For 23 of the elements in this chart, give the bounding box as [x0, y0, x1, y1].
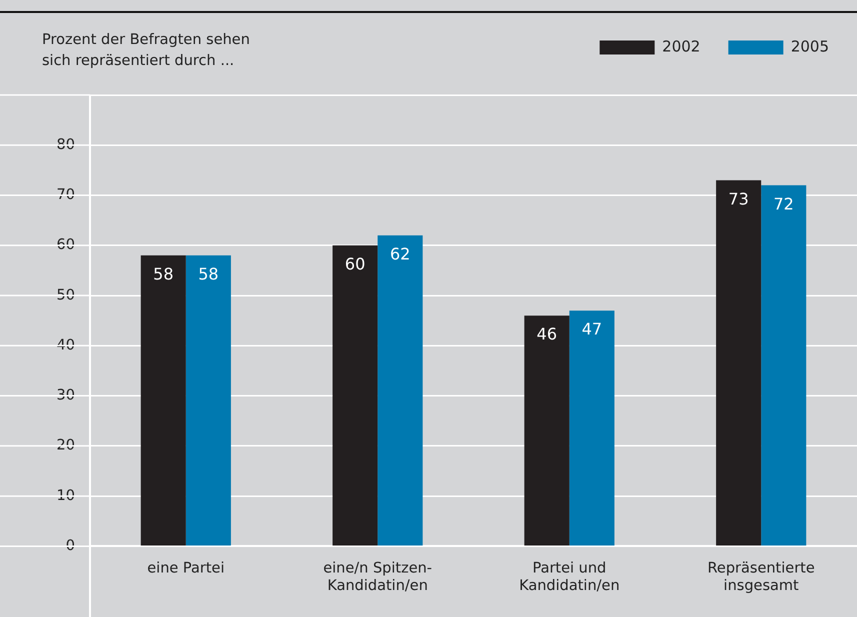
legend-label: 2005 — [790, 37, 830, 56]
data-label: 46 — [536, 324, 558, 344]
data-label: 58 — [153, 264, 174, 284]
bar — [378, 235, 423, 546]
x-tick-label: Repräsentierte insgesamt — [707, 560, 815, 594]
legend-label: 2002 — [662, 37, 700, 56]
bar — [716, 180, 762, 546]
bar — [186, 255, 231, 546]
data-label: 73 — [728, 189, 749, 208]
x-tick-label: Partei und Kandidatin/en — [519, 560, 620, 594]
data-label: 72 — [773, 194, 794, 214]
data-label: 58 — [198, 264, 219, 284]
x-tick-label: eine/n Spitzen-Kandidatin/en — [323, 560, 432, 594]
data-label: 47 — [582, 320, 602, 339]
data-label: 62 — [390, 244, 410, 264]
bar — [332, 245, 378, 546]
data-label: 60 — [344, 254, 366, 274]
bar — [761, 185, 806, 546]
bar — [524, 316, 570, 546]
bar — [140, 255, 186, 546]
x-tick-label: eine Partei — [147, 560, 224, 577]
bar — [569, 310, 614, 546]
y-axis-title: Prozent der Befragten sehen sich repräsentiert durch ... — [42, 31, 251, 71]
